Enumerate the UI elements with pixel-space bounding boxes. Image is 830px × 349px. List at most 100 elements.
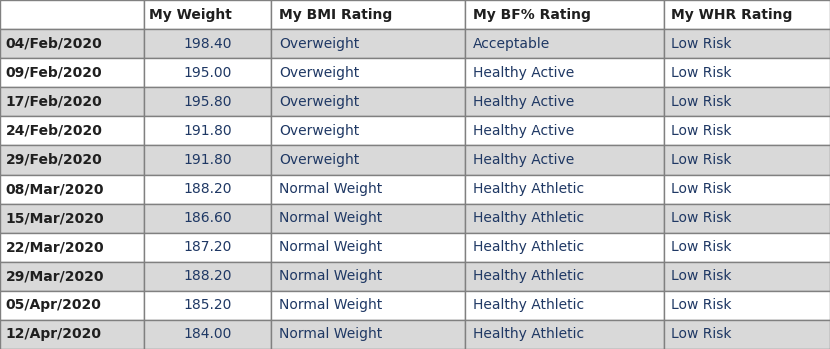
Bar bbox=[0, 0, 144, 29]
Bar bbox=[664, 116, 830, 146]
Text: 09/Feb/2020: 09/Feb/2020 bbox=[6, 66, 102, 80]
Bar bbox=[271, 116, 465, 146]
Bar bbox=[271, 320, 465, 349]
Bar bbox=[271, 146, 465, 174]
Text: Low Risk: Low Risk bbox=[671, 182, 731, 196]
Text: Low Risk: Low Risk bbox=[671, 95, 731, 109]
Bar bbox=[271, 87, 465, 116]
Bar bbox=[664, 203, 830, 233]
Bar bbox=[271, 58, 465, 87]
Text: 185.20: 185.20 bbox=[183, 298, 232, 312]
Text: Healthy Active: Healthy Active bbox=[473, 95, 574, 109]
Text: Normal Weight: Normal Weight bbox=[279, 211, 382, 225]
Text: My BF% Rating: My BF% Rating bbox=[473, 8, 591, 22]
Bar bbox=[465, 233, 664, 262]
Text: Low Risk: Low Risk bbox=[671, 66, 731, 80]
Bar bbox=[465, 87, 664, 116]
Text: Low Risk: Low Risk bbox=[671, 124, 731, 138]
Text: Normal Weight: Normal Weight bbox=[279, 269, 382, 283]
Bar bbox=[664, 320, 830, 349]
Bar bbox=[465, 116, 664, 146]
Bar bbox=[465, 174, 664, 203]
Bar bbox=[465, 262, 664, 291]
Bar bbox=[664, 0, 830, 29]
Bar bbox=[465, 29, 664, 58]
Text: My WHR Rating: My WHR Rating bbox=[671, 8, 792, 22]
Text: Low Risk: Low Risk bbox=[671, 327, 731, 341]
Bar bbox=[465, 146, 664, 174]
Bar bbox=[465, 0, 664, 29]
Text: Low Risk: Low Risk bbox=[671, 240, 731, 254]
Text: 15/Mar/2020: 15/Mar/2020 bbox=[6, 211, 105, 225]
Text: 188.20: 188.20 bbox=[183, 269, 232, 283]
Text: 29/Feb/2020: 29/Feb/2020 bbox=[6, 153, 102, 167]
Text: 198.40: 198.40 bbox=[183, 37, 232, 51]
Text: Healthy Athletic: Healthy Athletic bbox=[473, 269, 583, 283]
Bar bbox=[465, 291, 664, 320]
Bar bbox=[0, 146, 144, 174]
Bar bbox=[465, 58, 664, 87]
Text: Low Risk: Low Risk bbox=[671, 269, 731, 283]
Bar bbox=[271, 29, 465, 58]
Text: 186.60: 186.60 bbox=[183, 211, 232, 225]
Bar bbox=[0, 203, 144, 233]
Bar bbox=[0, 262, 144, 291]
Bar bbox=[0, 116, 144, 146]
Bar bbox=[271, 233, 465, 262]
Bar bbox=[0, 291, 144, 320]
Text: Healthy Athletic: Healthy Athletic bbox=[473, 298, 583, 312]
Bar bbox=[664, 29, 830, 58]
Bar bbox=[144, 29, 271, 58]
Bar bbox=[465, 203, 664, 233]
Bar bbox=[144, 233, 271, 262]
Text: 184.00: 184.00 bbox=[183, 327, 232, 341]
Bar bbox=[0, 58, 144, 87]
Text: Overweight: Overweight bbox=[279, 37, 359, 51]
Text: 195.00: 195.00 bbox=[183, 66, 232, 80]
Text: 12/Apr/2020: 12/Apr/2020 bbox=[6, 327, 102, 341]
Text: 195.80: 195.80 bbox=[183, 95, 232, 109]
Text: 05/Apr/2020: 05/Apr/2020 bbox=[6, 298, 101, 312]
Bar bbox=[664, 146, 830, 174]
Text: Overweight: Overweight bbox=[279, 124, 359, 138]
Text: My Weight: My Weight bbox=[149, 8, 232, 22]
Text: Low Risk: Low Risk bbox=[671, 211, 731, 225]
Text: Healthy Active: Healthy Active bbox=[473, 153, 574, 167]
Bar bbox=[144, 291, 271, 320]
Text: 04/Feb/2020: 04/Feb/2020 bbox=[6, 37, 102, 51]
Text: 188.20: 188.20 bbox=[183, 182, 232, 196]
Text: 17/Feb/2020: 17/Feb/2020 bbox=[6, 95, 102, 109]
Text: Normal Weight: Normal Weight bbox=[279, 327, 382, 341]
Text: Normal Weight: Normal Weight bbox=[279, 182, 382, 196]
Bar bbox=[664, 87, 830, 116]
Text: Low Risk: Low Risk bbox=[671, 153, 731, 167]
Text: Normal Weight: Normal Weight bbox=[279, 298, 382, 312]
Bar bbox=[144, 116, 271, 146]
Bar bbox=[664, 174, 830, 203]
Text: Acceptable: Acceptable bbox=[473, 37, 550, 51]
Text: Healthy Active: Healthy Active bbox=[473, 124, 574, 138]
Text: Healthy Athletic: Healthy Athletic bbox=[473, 182, 583, 196]
Text: Normal Weight: Normal Weight bbox=[279, 240, 382, 254]
Bar bbox=[0, 29, 144, 58]
Bar bbox=[271, 262, 465, 291]
Text: Healthy Athletic: Healthy Athletic bbox=[473, 327, 583, 341]
Bar bbox=[664, 233, 830, 262]
Text: Low Risk: Low Risk bbox=[671, 37, 731, 51]
Bar bbox=[144, 262, 271, 291]
Text: 24/Feb/2020: 24/Feb/2020 bbox=[6, 124, 103, 138]
Text: 08/Mar/2020: 08/Mar/2020 bbox=[6, 182, 105, 196]
Bar bbox=[664, 291, 830, 320]
Bar bbox=[271, 174, 465, 203]
Bar bbox=[144, 174, 271, 203]
Bar bbox=[271, 203, 465, 233]
Text: Healthy Athletic: Healthy Athletic bbox=[473, 211, 583, 225]
Bar bbox=[144, 58, 271, 87]
Bar bbox=[271, 0, 465, 29]
Bar bbox=[465, 320, 664, 349]
Bar bbox=[271, 291, 465, 320]
Bar bbox=[664, 262, 830, 291]
Bar bbox=[144, 146, 271, 174]
Bar bbox=[0, 320, 144, 349]
Text: My BMI Rating: My BMI Rating bbox=[279, 8, 392, 22]
